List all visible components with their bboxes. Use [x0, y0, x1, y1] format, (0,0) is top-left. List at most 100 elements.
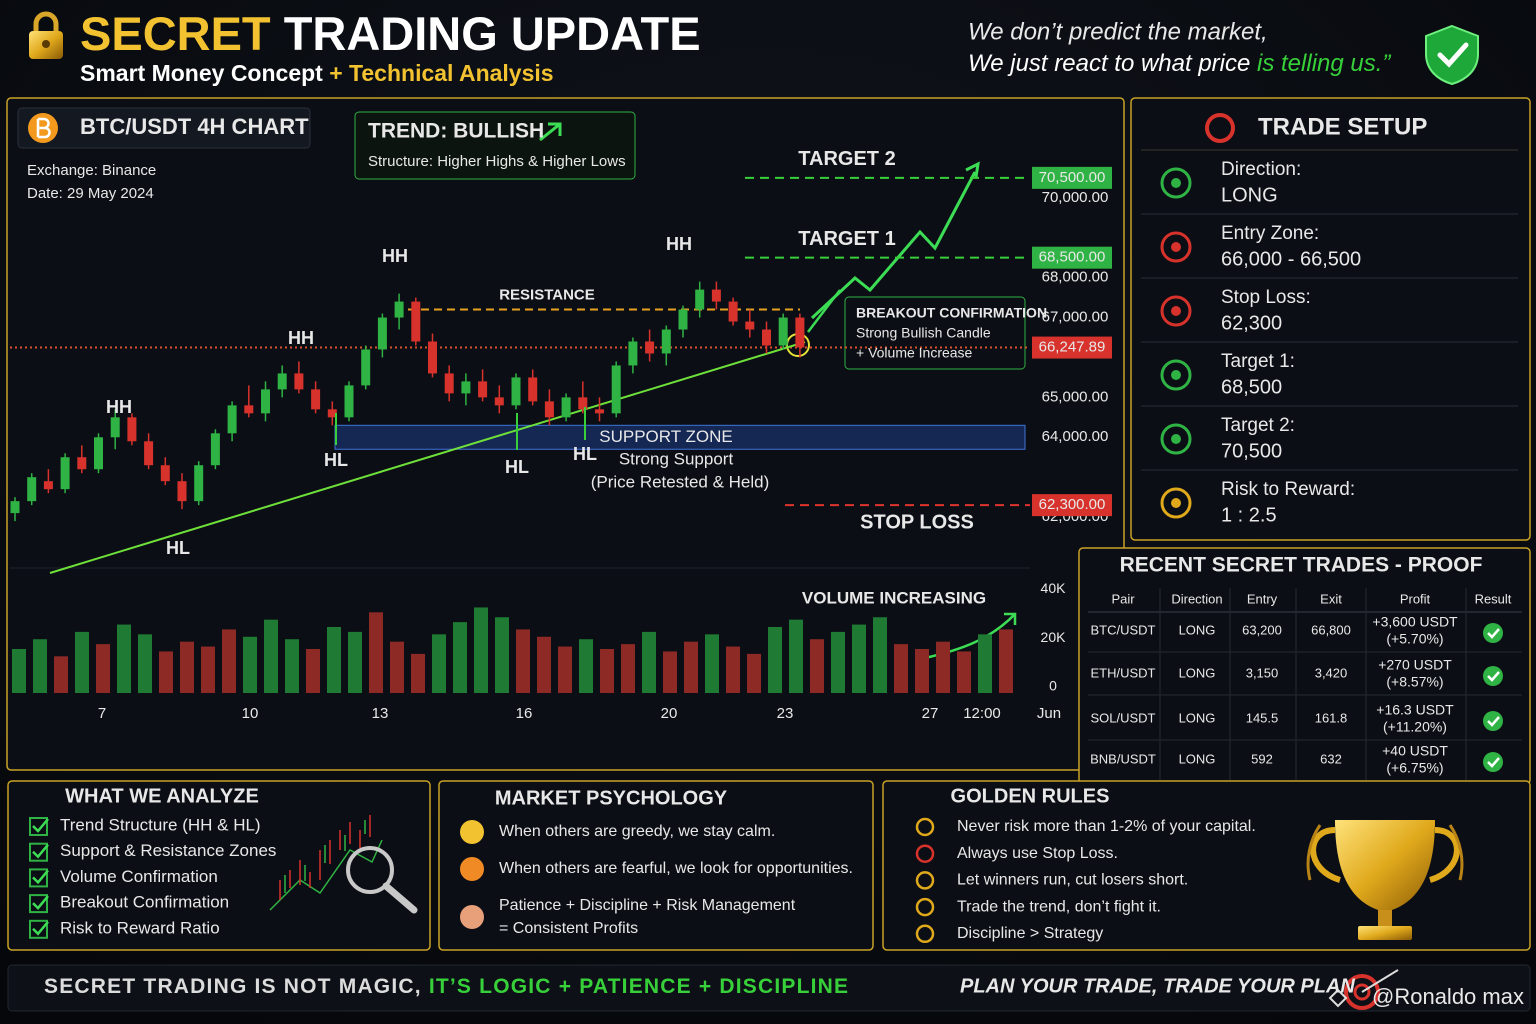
trades-title: RECENT SECRET TRADES - PROOF — [1120, 554, 1483, 577]
volume-bar — [390, 641, 404, 693]
volume-bar — [642, 631, 656, 693]
volume-bar — [138, 634, 152, 693]
setup-row-icon — [1160, 423, 1192, 455]
page-title-part: SECRET — [80, 7, 271, 60]
target2-tag-label: 70,500.00 — [1039, 169, 1106, 186]
candle-body — [645, 341, 655, 354]
volume-bar — [915, 649, 929, 693]
candle-body — [210, 433, 220, 466]
setup-label: Risk to Reward: — [1221, 479, 1355, 500]
candle-body — [110, 417, 120, 438]
trades-cell: BTC/USDT — [1091, 622, 1156, 637]
setup-title: TRADE SETUP — [1258, 113, 1427, 140]
candle-body — [478, 381, 488, 398]
symbol-box — [17, 107, 311, 149]
stop_loss-label: STOP LOSS — [860, 511, 974, 533]
setup-label: Direction: — [1221, 159, 1301, 180]
trades-cell: 3,150 — [1246, 665, 1279, 680]
volume-bar — [411, 653, 425, 693]
candle-body — [60, 457, 70, 490]
trades-header: Pair — [1111, 591, 1135, 606]
volume-bar — [789, 619, 803, 693]
checkmark — [32, 818, 49, 833]
result-check — [1483, 752, 1503, 772]
setup-row-icon-dot — [1171, 498, 1181, 508]
trades-header: Profit — [1400, 591, 1431, 606]
setup-label: Target 1: — [1221, 351, 1295, 372]
trades-cell: ETH/USDT — [1091, 665, 1156, 680]
candle-body — [444, 373, 454, 394]
quote-line-part: We just react to what price — [968, 50, 1250, 77]
trades-profit: +40 USDT — [1382, 743, 1448, 759]
support-note: Strong Support — [619, 449, 734, 468]
trades-cell: 63,200 — [1242, 622, 1282, 637]
x-tick-label: 7 — [98, 705, 106, 722]
candle-body — [394, 301, 404, 318]
trades-profit: (+5.70%) — [1386, 631, 1443, 647]
structure-label: HL — [324, 450, 348, 470]
checkbox — [29, 894, 48, 914]
analyze-item: Risk to Reward Ratio — [60, 918, 220, 937]
volume-bar — [54, 656, 68, 693]
analyze-title: WHAT WE ANALYZE — [65, 785, 259, 807]
checkmark — [32, 895, 49, 910]
volume-bar — [873, 617, 887, 693]
setup-row-icon-dot — [1171, 306, 1181, 316]
setup-label: Entry Zone: — [1221, 223, 1319, 244]
x-tick-label: 20 — [661, 705, 678, 722]
footer-left: SECRET TRADING IS NOT MAGIC, IT’S LOGIC … — [44, 975, 849, 998]
trades-cell: 66,800 — [1311, 622, 1351, 637]
setup-value: 66,000 - 66,500 — [1221, 248, 1361, 270]
trades-cell: LONG — [1179, 665, 1216, 680]
candle-body — [461, 381, 471, 394]
checkmark — [32, 920, 49, 936]
y-tick-label: 70,000.00 — [1042, 189, 1109, 206]
y-tick-label: 68,000.00 — [1042, 269, 1109, 286]
page-subtitle-part: + Technical Analysis — [329, 60, 553, 86]
footer-right: PLAN YOUR TRADE, TRADE YOUR PLAN — [960, 975, 1355, 997]
trend-label: TREND: BULLISH — [368, 120, 544, 143]
candle-body — [277, 373, 287, 390]
shield-icon — [1425, 24, 1479, 86]
x-tick-label: 27 — [922, 705, 939, 722]
volume-bar — [96, 644, 110, 693]
trades-cell: 145.5 — [1246, 710, 1279, 725]
candle-body — [695, 289, 705, 310]
psychology-title: MARKET PSYCHOLOGY — [495, 787, 728, 809]
trades-cell: 161.8 — [1315, 710, 1348, 725]
trend-arrow — [539, 122, 562, 142]
rule-icon — [915, 924, 935, 944]
candle-body — [327, 409, 337, 418]
current_price-tag-label: 66,247.89 — [1039, 339, 1106, 356]
trades-cell: BNB/USDT — [1090, 751, 1156, 766]
target1-label: TARGET 1 — [798, 228, 895, 250]
volume-bar — [768, 627, 782, 693]
structure-label: HH — [288, 328, 314, 348]
candle-body — [428, 341, 437, 374]
trades-profit: +3,600 USDT — [1372, 614, 1458, 630]
candle-body — [494, 397, 504, 406]
projection-arrow — [810, 171, 977, 320]
rule-icon — [915, 817, 935, 837]
psychology-item: = Consistent Profits — [499, 920, 638, 937]
breakout-pointer — [807, 289, 841, 333]
candle-body — [544, 401, 554, 418]
candle-body — [43, 481, 53, 490]
trend-box — [354, 111, 636, 180]
setup-value: LONG — [1221, 184, 1278, 206]
volume-tick-label: 20K — [1041, 629, 1067, 645]
candle-body — [711, 289, 721, 302]
x-tick-label: Jun — [1037, 705, 1061, 722]
trades-cell: 3,420 — [1315, 665, 1348, 680]
candle-body — [294, 373, 304, 390]
analyze-item: Support & Resistance Zones — [60, 841, 276, 860]
structure-label: HL — [505, 457, 529, 477]
volume-bar — [999, 629, 1013, 693]
trades-profit: (+11.20%) — [1383, 719, 1447, 735]
chart-panel — [6, 97, 1125, 771]
volume-bar — [516, 629, 530, 693]
y-tick-label: 64,000.00 — [1042, 428, 1109, 445]
brand-logo — [1328, 969, 1399, 1010]
result-check — [1483, 711, 1503, 731]
candle-body — [578, 397, 588, 410]
